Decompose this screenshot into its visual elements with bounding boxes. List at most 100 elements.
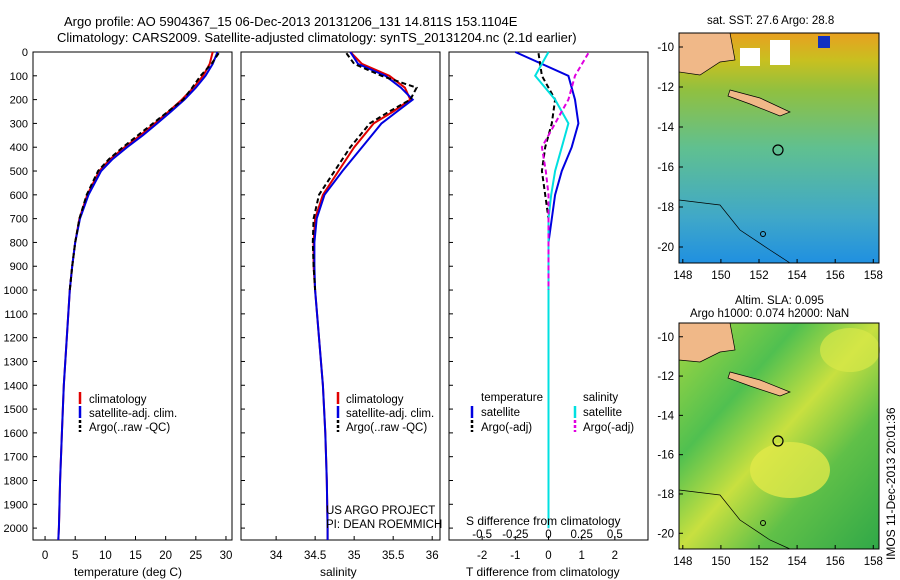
depth-axis: 0 100 200 300 400 500 600 700 800 900 1000 1100 1200… (4, 47, 453, 535)
legend-temperature-title: temperature (481, 392, 543, 404)
lon-tick-label: 158 (864, 270, 883, 282)
x-tick-label: 30 (220, 550, 233, 562)
salinity-axes (240, 51, 441, 541)
legend-satellite: satellite-adj. clim. (89, 408, 177, 420)
x-tick-label: 0 (42, 550, 48, 562)
lat-tick-label: -18 (657, 489, 674, 501)
sst-map (678, 32, 880, 264)
timestamp: IMOS 11-Dec-2013 20:01:36 (884, 407, 898, 560)
sla-map-title1: Altim. SLA: 0.095 (735, 295, 824, 307)
title-line1: Argo profile: AO 5904367_15 06-Dec-2013 … (64, 14, 518, 29)
legend-temp-argo: Argo(-adj) (481, 422, 532, 434)
legend-temp-satellite: satellite (481, 407, 520, 419)
depth-tick-label: 100 (10, 71, 28, 83)
cloud-mask (740, 48, 760, 66)
s-tick-label: -0.5 (472, 529, 492, 541)
x-tick-label: 15 (129, 550, 142, 562)
lat-tick-label: -16 (657, 162, 674, 174)
station-marker (760, 520, 766, 526)
argo-position-marker (772, 435, 784, 447)
lat-tick-label: -10 (657, 332, 674, 344)
profile-series (57, 51, 590, 541)
lon-tick-label: 152 (749, 270, 768, 282)
depth-tick-label: 1900 (4, 499, 28, 511)
island (727, 371, 791, 397)
depth-tick-label: 1000 (4, 285, 28, 297)
x-tick-label: 10 (99, 550, 112, 562)
temperature-axes (32, 51, 233, 541)
lon-tick-label: 154 (788, 556, 808, 568)
lon-tick-label: 158 (864, 556, 883, 568)
s-tick-label: 0.5 (607, 529, 623, 541)
lat-tick-label: -20 (657, 242, 674, 254)
depth-tick-label: 200 (10, 95, 28, 107)
depth-tick-label: 400 (10, 142, 28, 154)
difference-xlabel: T difference from climatology (466, 565, 620, 579)
sst-map-frame (678, 32, 880, 264)
lat-tick-label: -14 (657, 122, 674, 134)
credit-project: US ARGO PROJECT (326, 505, 435, 517)
depth-tick-label: 1200 (4, 333, 28, 345)
station-marker (760, 231, 766, 237)
x-tick-label: 35 (348, 550, 361, 562)
map-axes: -10 -12 -14 -16 -18 -20 148 150 152 154 156 158 -10 -… (657, 42, 883, 568)
lat-tick-label: -14 (657, 410, 674, 422)
sla-map (678, 322, 880, 550)
x-tick-label: -1 (510, 550, 520, 562)
series-line-temperature-0 (57, 51, 214, 541)
x-tick-label: 25 (189, 550, 202, 562)
x-tick-label: -2 (477, 550, 487, 562)
depth-tick-label: 1600 (4, 428, 28, 440)
legend-salinity-title: salinity (583, 392, 618, 404)
lon-tick-label: 152 (749, 556, 768, 568)
salinity-xlabel: salinity (320, 565, 357, 579)
legend-sal-argo: Argo(-adj) (583, 422, 634, 434)
x-tick-label: 5 (72, 550, 78, 562)
cold-patch (818, 36, 830, 48)
title-line2: Climatology: CARS2009. Satellite-adjuste… (57, 30, 577, 45)
series-line-salinity-1 (313, 51, 415, 540)
lat-tick-label: -18 (657, 202, 674, 214)
series-line-temperature-1 (57, 51, 219, 541)
legend-argo: Argo(..raw -QC) (89, 422, 170, 434)
lon-tick-label: 148 (673, 270, 692, 282)
difference-legend: temperature satellite Argo(-adj) salinit… (470, 392, 634, 434)
credit-pi: PI: DEAN ROEMMICH (326, 519, 442, 531)
legend-climatology: climatology (89, 394, 147, 406)
lon-tick-label: 150 (711, 556, 730, 568)
lat-tick-label: -20 (657, 528, 674, 540)
lon-tick-label: 148 (673, 556, 692, 568)
depth-tick-label: 1400 (4, 380, 28, 392)
lat-tick-label: -16 (657, 450, 674, 462)
lat-tick-label: -12 (657, 371, 674, 383)
series-line-salinity-0 (312, 51, 412, 540)
sla-high (820, 328, 880, 372)
depth-tick-label: 0 (22, 47, 28, 59)
argo-position-marker (772, 144, 784, 156)
legend-argo: Argo(..raw -QC) (346, 422, 427, 434)
depth-tick-label: 1300 (4, 356, 28, 368)
sla-map-frame (678, 322, 880, 550)
sst-field (679, 33, 879, 263)
s-tick-label: 0 (545, 529, 551, 541)
temperature-legend: climatology satellite-adj. clim. Argo(..… (78, 392, 177, 434)
x-tick-label: 1 (578, 550, 584, 562)
depth-tick-label: 600 (10, 190, 28, 202)
x-tick-label: 2 (612, 550, 618, 562)
depth-tick-label: 1700 (4, 452, 28, 464)
series-line-salinity-2 (311, 52, 419, 291)
sla-map-title2: Argo h1000: 0.074 h2000: NaN (690, 308, 849, 320)
legend-sal-satellite: satellite (583, 407, 622, 419)
depth-tick-label: 800 (10, 237, 28, 249)
lon-tick-label: 154 (788, 270, 808, 282)
depth-tick-label: 1800 (4, 475, 28, 487)
s-tick-label: -0.25 (502, 529, 528, 541)
lon-tick-label: 150 (711, 270, 730, 282)
depth-tick-label: 300 (10, 118, 28, 130)
cloud-mask (770, 40, 790, 65)
x-tick-label: 34.5 (304, 550, 326, 562)
lon-tick-label: 156 (826, 270, 845, 282)
x-tick-label: 34 (270, 550, 283, 562)
lon-tick-label: 156 (826, 556, 845, 568)
x-axes: 0 5 10 15 20 25 30 34 34.5 35 35.5 36 -2 -1 0 1 2 -0.5 -0.… (42, 529, 623, 562)
